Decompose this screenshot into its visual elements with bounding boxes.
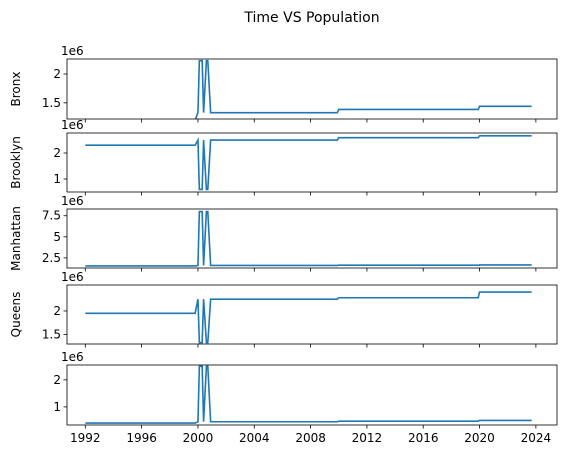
figure-title: Time VS Population	[243, 10, 379, 26]
y-tick-label: 2	[53, 146, 61, 160]
x-tick-label: 2020	[464, 431, 495, 445]
x-tick-label: 2012	[352, 431, 383, 445]
y-axis-label: Queens	[9, 292, 23, 338]
x-tick-label: 1996	[126, 431, 157, 445]
y-tick-label: 2.5	[42, 251, 61, 265]
x-tick-label: 2000	[183, 431, 214, 445]
x-tick-label: 2024	[521, 431, 552, 445]
offset-label: 1e6	[61, 350, 84, 364]
axes-frame	[66, 364, 558, 426]
offset-label: 1e6	[61, 44, 84, 58]
y-tick-label: 1.5	[42, 328, 61, 342]
line	[85, 135, 532, 191]
x-tick-label: 2016	[408, 431, 439, 445]
y-axis-label: Brooklyn	[9, 136, 23, 189]
y-tick-label: 1	[53, 400, 61, 414]
y-tick-label: 2	[53, 67, 61, 81]
y-tick-label: 2	[53, 373, 61, 387]
offset-label: 1e6	[61, 270, 84, 284]
axes-frame	[66, 58, 558, 120]
axes-frame	[66, 208, 558, 269]
y-tick-label: 2	[53, 304, 61, 318]
y-tick-label: 5	[53, 230, 61, 244]
line	[194, 59, 532, 119]
x-tick-label: 1992	[70, 431, 101, 445]
line	[85, 210, 532, 267]
line	[85, 365, 532, 424]
y-axis-label: Bronx	[9, 72, 23, 107]
y-tick-label: 7.5	[42, 209, 61, 223]
y-axis-label: Manhattan	[9, 206, 23, 271]
offset-label: 1e6	[61, 118, 84, 132]
x-tick-label: 2008	[295, 431, 326, 445]
axes-frame	[66, 284, 558, 345]
y-tick-label: 1.5	[42, 96, 61, 110]
x-tick-label: 2004	[239, 431, 270, 445]
y-tick-label: 1	[53, 172, 61, 186]
line	[85, 291, 532, 344]
axes-frame	[66, 132, 558, 193]
offset-label: 1e6	[61, 194, 84, 208]
